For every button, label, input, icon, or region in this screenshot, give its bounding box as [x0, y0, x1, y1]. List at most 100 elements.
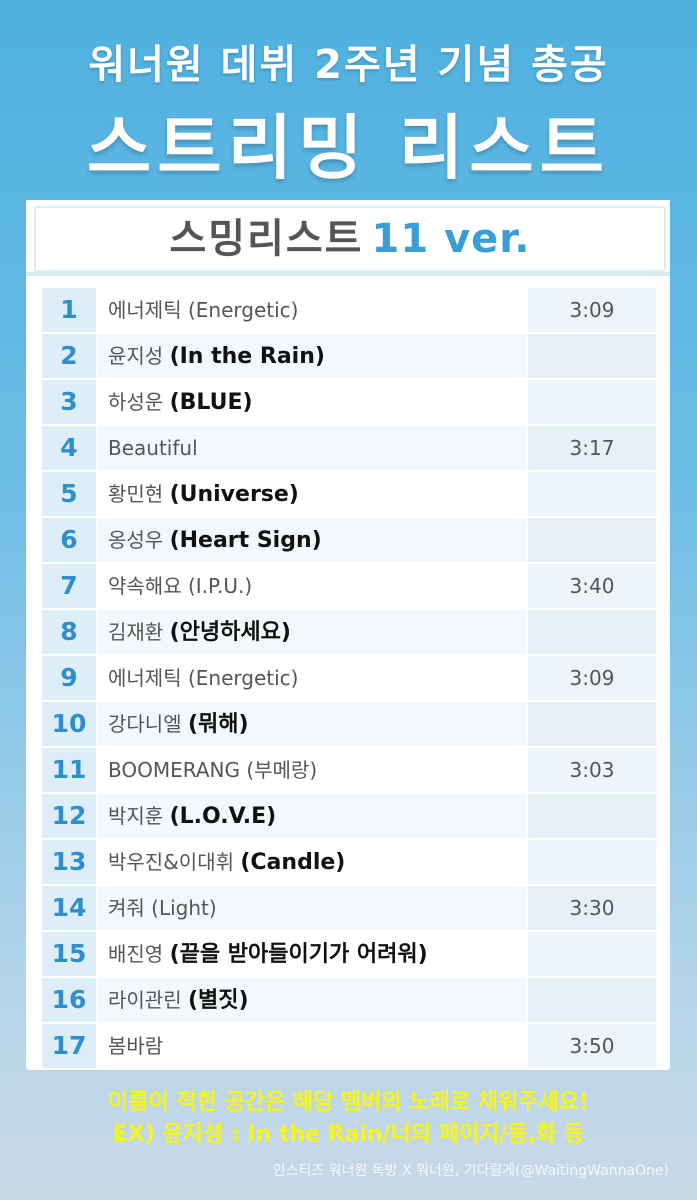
track-row: 17 봄바람 3:50 — [42, 1024, 656, 1070]
member-song: (Universe) — [169, 482, 299, 507]
track-title-text: 옹성우 — [108, 528, 170, 552]
track-number: 17 — [42, 1024, 96, 1068]
track-title: 배진영 (끝을 받아들이기가 어려워) — [98, 932, 526, 976]
track-title: 박지훈 (L.O.V.E) — [98, 794, 526, 838]
track-duration: 3:09 — [528, 288, 656, 332]
track-title: BOOMERANG (부메랑) — [98, 748, 526, 792]
track-title: 김재환 (안녕하세요) — [98, 610, 526, 654]
track-row: 11 BOOMERANG (부메랑) 3:03 — [42, 748, 656, 794]
track-title: 에너제틱 (Energetic) — [98, 656, 526, 700]
track-number: 11 — [42, 748, 96, 792]
member-song: (Candle) — [240, 850, 346, 875]
track-row: 5 황민현 (Universe) — [42, 472, 656, 518]
track-duration: 3:17 — [528, 426, 656, 470]
track-number: 5 — [42, 472, 96, 516]
track-number: 10 — [42, 702, 96, 746]
track-duration: 3:50 — [528, 1024, 656, 1068]
track-duration — [528, 794, 656, 838]
member-song: (끝을 받아들이기가 어려워) — [169, 942, 428, 967]
track-duration: 3:03 — [528, 748, 656, 792]
track-row: 8 김재환 (안녕하세요) — [42, 610, 656, 656]
track-title-text: BOOMERANG (부메랑) — [108, 758, 318, 782]
track-row: 13 박우진&이대휘 (Candle) — [42, 840, 656, 886]
track-title-text: 박지훈 — [108, 804, 170, 828]
track-number: 7 — [42, 564, 96, 608]
track-title: 라이관린 (별짓) — [98, 978, 526, 1022]
track-number: 13 — [42, 840, 96, 884]
track-title: 하성운 (BLUE) — [98, 380, 526, 424]
track-title: 켜줘 (Light) — [98, 886, 526, 930]
track-title: 윤지성 (In the Rain) — [98, 334, 526, 378]
track-number: 16 — [42, 978, 96, 1022]
track-row: 6 옹성우 (Heart Sign) — [42, 518, 656, 564]
track-title-text: 하성운 — [108, 390, 170, 414]
track-number: 1 — [42, 288, 96, 332]
track-title: 옹성우 (Heart Sign) — [98, 518, 526, 562]
track-title-text: 박우진&이대휘 — [108, 850, 241, 874]
track-number: 4 — [42, 426, 96, 470]
track-row: 12 박지훈 (L.O.V.E) — [42, 794, 656, 840]
track-title-text: 라이관린 — [108, 988, 188, 1012]
member-song: (Heart Sign) — [169, 528, 322, 553]
member-song: (뭐해) — [187, 712, 249, 737]
track-title-text: 김재환 — [108, 620, 170, 644]
track-title-text: 에너제틱 (Energetic) — [108, 298, 299, 322]
track-row: 2 윤지성 (In the Rain) — [42, 334, 656, 380]
track-title-text: 배진영 — [108, 942, 170, 966]
card-title-main: 스밍리스트 — [169, 216, 364, 262]
track-row: 15 배진영 (끝을 받아들이기가 어려워) — [42, 932, 656, 978]
example-note: EX) 윤지성 : In the Rain/너의 페이지/동,화 등 — [112, 1122, 585, 1147]
track-list: 1 에너제틱 (Energetic) 3:09 2 윤지성 (In the Rain) 3… — [42, 288, 656, 1070]
member-song: (별짓) — [187, 988, 249, 1013]
track-title: 봄바람 — [98, 1024, 526, 1068]
instruction-note: 이름이 적힌 공간은 해당 멤버의 노래로 채워주세요! — [107, 1090, 590, 1115]
card-header: 스밍리스트 11 ver. — [26, 200, 670, 276]
header-subtitle: 워너원 데뷔 2주년 기념 총공 — [88, 42, 609, 88]
track-duration — [528, 472, 656, 516]
track-number: 9 — [42, 656, 96, 700]
member-song: (안녕하세요) — [169, 620, 291, 645]
track-number: 3 — [42, 380, 96, 424]
track-duration — [528, 840, 656, 884]
track-number: 12 — [42, 794, 96, 838]
track-duration — [528, 334, 656, 378]
track-title-text: Beautiful — [108, 436, 198, 460]
track-title-text: 황민현 — [108, 482, 170, 506]
track-row: 10 강다니엘 (뭐해) — [42, 702, 656, 748]
member-song: (L.O.V.E) — [169, 804, 277, 829]
track-duration: 3:30 — [528, 886, 656, 930]
track-title: 강다니엘 (뭐해) — [98, 702, 526, 746]
track-title: Beautiful — [98, 426, 526, 470]
track-number: 2 — [42, 334, 96, 378]
credit-text: 인스티즈 워너원 독방 X 워너원, 기다릴게(@WaitingWannaOne… — [272, 1163, 669, 1179]
track-duration: 3:40 — [528, 564, 656, 608]
track-row: 7 약속해요 (I.P.U.) 3:40 — [42, 564, 656, 610]
track-title: 약속해요 (I.P.U.) — [98, 564, 526, 608]
track-duration: 3:09 — [528, 656, 656, 700]
track-number: 6 — [42, 518, 96, 562]
track-row: 14 켜줘 (Light) 3:30 — [42, 886, 656, 932]
track-duration — [528, 978, 656, 1022]
track-number: 15 — [42, 932, 96, 976]
track-title: 박우진&이대휘 (Candle) — [98, 840, 526, 884]
track-row: 3 하성운 (BLUE) — [42, 380, 656, 426]
track-title-text: 윤지성 — [108, 344, 170, 368]
track-row: 9 에너제틱 (Energetic) 3:09 — [42, 656, 656, 702]
card-title: 스밍리스트 11 ver. — [34, 206, 666, 272]
track-number: 14 — [42, 886, 96, 930]
track-title: 에너제틱 (Energetic) — [98, 288, 526, 332]
track-row: 16 라이관린 (별짓) — [42, 978, 656, 1024]
streaming-list-card: 스밍리스트 11 ver. 1 에너제틱 (Energetic) 3:09 2 윤지성 (… — [26, 200, 670, 1070]
header-title: 스트리밍 리스트 — [86, 107, 611, 189]
track-row: 4 Beautiful 3:17 — [42, 426, 656, 472]
track-duration — [528, 380, 656, 424]
track-title-text: 켜줘 (Light) — [108, 896, 217, 920]
track-row: 1 에너제틱 (Energetic) 3:09 — [42, 288, 656, 334]
track-title-text: 에너제틱 (Energetic) — [108, 666, 299, 690]
track-title-text: 강다니엘 — [108, 712, 188, 736]
track-title: 황민현 (Universe) — [98, 472, 526, 516]
card-title-version: 11 ver. — [371, 216, 531, 262]
track-number: 8 — [42, 610, 96, 654]
track-title-text: 봄바람 — [108, 1034, 164, 1058]
member-song: (BLUE) — [169, 390, 253, 415]
